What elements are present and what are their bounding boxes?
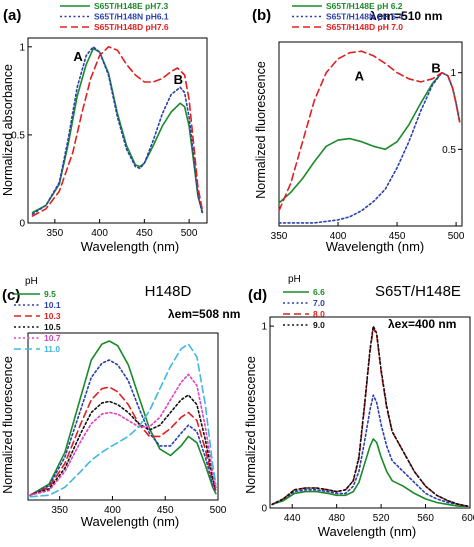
series-line-10-7 [29,373,217,497]
y-axis-label: Normalized fluorescence [254,61,268,199]
x-tick-label: 600 [462,513,474,524]
x-tick-label: 520 [373,513,390,524]
peak-annotation: A [355,68,365,83]
y-axis-label: Normalized fluorescence [1,356,15,494]
plot-frame [278,41,463,227]
series-line-s65t-h148d-ph-7-0 [278,50,461,212]
panel-label: (a) [3,7,21,24]
series-line-s65t-h148d-ph7-6 [31,45,204,217]
x-tick-label: 400 [104,505,121,516]
x-axis-label: Wavelength (nm) [81,239,180,254]
x-tick-label: 480 [328,513,345,524]
y-axis-label: Normalized absorbance [1,64,15,196]
plot-frame [27,37,208,224]
legend-title: pH [25,276,38,287]
legend-entry: S65T/H148N pH 5.4 [326,12,403,22]
legend-entry: 8.0 [313,309,325,319]
x-tick-label: 350 [47,228,64,239]
series-line-6-6 [271,438,469,508]
y-tick-label: 0.5 [11,130,25,141]
y-tick-label: 1 [261,322,267,333]
series-line-s65t-h148e-ph-6-2 [278,71,461,204]
legend-entry: S65T/H148D pH7.6 [94,22,169,32]
panel-label: (c) [2,287,20,304]
y-tick-label: 1 [19,42,25,53]
x-tick-label: 450 [389,231,406,242]
peak-annotation: B [174,72,183,87]
chart-panel-3: 350 400 450 500 Wavelength (nm) Normalized fl… [1,276,240,529]
x-tick-label: 400 [330,231,347,242]
x-tick-label: 350 [51,505,68,516]
plot-frame [269,316,471,509]
legend-entry: S65T/H148E pH7.3 [94,1,168,11]
wavelength-inset-label: λem=510 nm [370,9,442,23]
chart-panel-2: 350 400 450 500 0.5 1 Wavelength (nm) Normalize… [252,1,465,254]
y-tick-label: 0 [261,504,267,515]
series-line-s65t-h148n-ph6-1 [31,45,204,215]
legend-entry: 10.5 [44,322,61,332]
legend-entry: S65T/H148D pH 7.0 [326,22,403,32]
legend-entry: 6.6 [313,287,325,297]
wavelength-inset-label: λex=400 nm [388,317,456,331]
panel-label: (d) [248,287,267,304]
legend-entry: 11.0 [44,344,60,354]
peak-annotation: A [73,49,83,64]
panel-label: (b) [252,7,271,24]
x-tick-label: 500 [448,231,465,242]
legend-title: pH [288,274,301,285]
series-line-s65t-h148n-ph-5-4 [278,71,461,224]
legend-entry: 10.3 [44,311,61,321]
x-tick-label: 450 [136,228,153,239]
legend-entry: 10.7 [44,333,61,343]
legend: pH 9.510.110.310.510.711.0 [14,276,61,354]
x-tick-label: 560 [417,513,434,524]
x-axis-label: Wavelength (nm) [81,514,180,529]
chart-panel-1: 350 400 450 500 0 0.5 1 Wavelength (nm) Normaliz… [1,1,208,254]
y-axis-label: Normalized fluorescence [244,356,258,494]
plot-frame [27,332,219,501]
legend-entry: S65T/H148E pH 6.2 [326,1,403,11]
x-tick-label: 350 [271,231,288,242]
legend-entry: 9.0 [313,320,325,330]
panel-title: S65T/H148E [375,283,461,300]
legend: pH 6.67.08.09.0 [283,274,325,330]
x-tick-label: 400 [91,228,108,239]
x-tick-label: 450 [157,505,174,516]
series-line-11-0 [29,343,217,498]
y-tick-label: 0.5 [442,145,456,156]
legend-entry: 10.1 [44,300,61,310]
x-tick-label: 500 [210,505,227,516]
legend-entry: 7.0 [313,298,325,308]
y-tick-label: 0 [19,219,25,230]
y-tick-label: 1 [450,68,456,79]
peak-annotation: B [431,61,440,76]
x-tick-label: 500 [181,228,198,239]
series-line-7-0 [271,394,469,508]
wavelength-inset-label: λem=508 nm [168,307,240,321]
series-line-9-0 [271,325,469,508]
legend-entry: 9.5 [44,289,56,299]
x-axis-label: Wavelength (nm) [326,239,425,254]
series-line-9-5 [29,340,217,497]
series-line-10-1 [29,359,217,497]
series-line-10-5 [29,394,217,497]
chart-panel-4: 440 480 520 560 600 0 1 Wavelength (nm) Normaliz… [244,274,474,539]
panel-title: H148D [145,283,192,300]
x-axis-label: Wavelength (nm) [318,524,417,539]
x-tick-label: 440 [284,513,301,524]
legend-entry: S65T/H148N pH6.1 [94,12,169,22]
